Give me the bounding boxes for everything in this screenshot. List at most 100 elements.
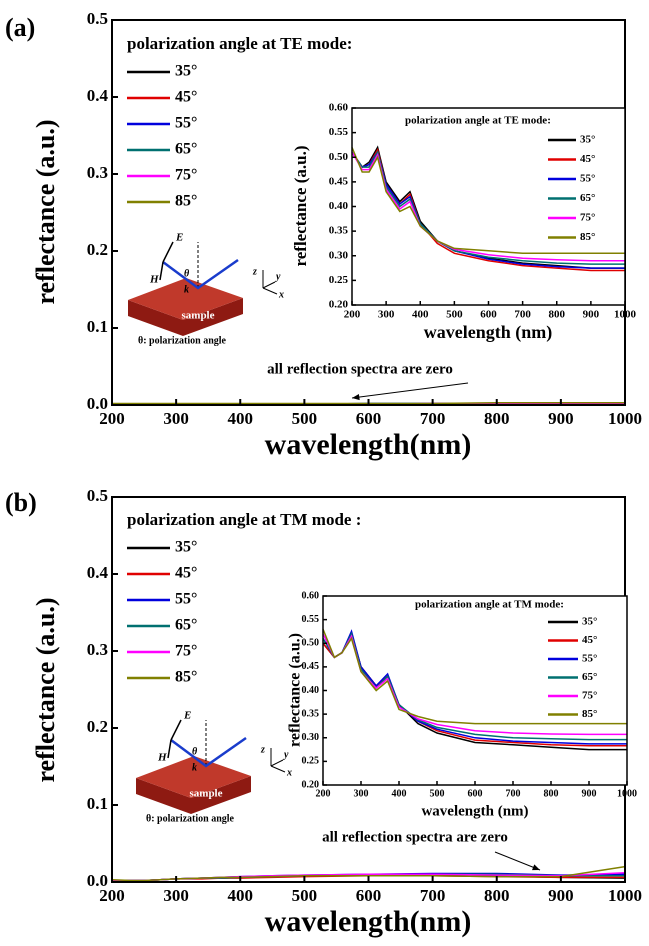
legend-label: 55°: [175, 115, 197, 132]
chart: 200 300 400 500 600 700 800 900 1000 0.20 0.25 0.30…: [291, 102, 637, 344]
legend-label: 35°: [175, 539, 197, 556]
series-line: [322, 628, 627, 725]
y-tick-label: 0.4: [87, 86, 109, 105]
arrow-head: [532, 864, 540, 871]
legend-label: 75°: [580, 212, 595, 224]
y-tick-label: 0.60: [302, 590, 320, 601]
y-tick-label: 0.4: [87, 563, 109, 582]
annotation-arrow: [351, 382, 469, 399]
legend-label: 65°: [582, 671, 597, 683]
x-tick-label: 300: [163, 409, 189, 428]
y-tick-label: 0.55: [329, 126, 349, 138]
legend-label: 65°: [175, 617, 197, 634]
x-tick-label: 300: [354, 788, 369, 799]
inset-background: [323, 596, 627, 785]
x-axis-title: wavelength (nm): [424, 322, 553, 343]
y-tick-label: 0.55: [302, 614, 320, 625]
legend-label: 45°: [580, 153, 595, 165]
wave-vector: [170, 736, 247, 768]
x-tick-label: 400: [392, 788, 407, 799]
schematic-symbol: x: [286, 767, 292, 778]
x-tick-label: 900: [583, 308, 600, 320]
legend-title: polarization angle at TE mode:: [405, 115, 551, 127]
x-tick-label: 800: [549, 308, 566, 320]
x-tick-label: 800: [484, 886, 510, 905]
coordinate-axes: [270, 748, 286, 773]
y-axis-title: reflectance (a.u.): [31, 119, 60, 304]
x-tick-label: 500: [446, 308, 463, 320]
sample-top: [128, 278, 243, 320]
x-tick-label: 1000: [617, 788, 637, 799]
x-tick-label: 500: [292, 409, 318, 428]
y-tick-label: 0.25: [329, 274, 349, 286]
legend-label: 35°: [175, 63, 197, 80]
y-tick-label: 0.50: [329, 151, 349, 163]
sample-side: [128, 298, 243, 336]
schematic-symbol: k: [184, 284, 189, 295]
schematic-symbol: H: [157, 752, 167, 764]
y-tick-label: 0.5: [87, 9, 108, 28]
x-tick-label: 800: [484, 409, 510, 428]
y-tick-label: 0.3: [87, 640, 108, 659]
y-tick-label: 0.30: [329, 249, 349, 261]
x-axis-title: wavelength(nm): [265, 428, 472, 461]
y-axis-title: reflectance (a.u.): [291, 146, 310, 267]
legend-title: polarization angle at TM mode:: [415, 599, 564, 611]
x-tick-label: 700: [514, 308, 531, 320]
sample-top: [136, 756, 251, 798]
x-tick-label: 400: [228, 409, 254, 428]
legend-label: 75°: [175, 167, 197, 184]
y-tick-label: 0.40: [329, 200, 349, 212]
y-tick-label: 0.0: [87, 871, 108, 890]
legend-label: 55°: [175, 591, 197, 608]
y-tick-label: 0.0: [87, 394, 108, 413]
sample-label: sample: [190, 788, 223, 800]
annotation: all reflection spectra are zero: [267, 361, 453, 377]
legend-label: 35°: [582, 616, 597, 628]
y-tick-label: 0.2: [87, 717, 108, 736]
schematic-symbol: H: [149, 274, 159, 286]
y-tick-label: 0.60: [329, 102, 349, 114]
chart: 200 300 400 500 600 700 800 900 1000 0.0 0.1 0.2 0.3…: [5, 486, 642, 938]
legend-title: polarization angle at TM mode :: [127, 510, 361, 529]
schematic-symbol: E: [183, 710, 191, 722]
schematic-caption: θ: polarization angle: [138, 335, 227, 346]
schematic-symbol: y: [283, 749, 289, 760]
y-tick-label: 0.35: [302, 708, 320, 719]
field-vectors: [167, 719, 182, 759]
y-tick-label: 0.50: [302, 638, 320, 649]
x-tick-label: 700: [420, 409, 446, 428]
legend-label: 45°: [582, 634, 597, 646]
y-tick-label: 0.30: [302, 732, 320, 743]
coordinate-axes: [262, 270, 278, 295]
legend-label: 85°: [580, 231, 595, 243]
y-tick-label: 0.45: [302, 661, 320, 672]
x-axis-title: wavelength(nm): [265, 905, 472, 938]
schematic-symbol: θ: [184, 268, 190, 279]
legend-label: 35°: [580, 134, 595, 146]
legend-label: 75°: [175, 643, 197, 660]
x-tick-label: 900: [548, 409, 574, 428]
x-tick-label: 200: [99, 409, 125, 428]
y-tick-label: 0.1: [87, 794, 108, 813]
schematic-symbol: k: [192, 762, 197, 773]
x-tick-label: 700: [420, 886, 446, 905]
x-axis-title: wavelength (nm): [421, 803, 528, 819]
y-tick-label: 0.5: [87, 486, 108, 505]
schematic-symbol: x: [278, 289, 284, 300]
legend-label: 45°: [175, 89, 197, 106]
legend-label: 55°: [580, 173, 595, 185]
sample-side: [136, 776, 251, 814]
schematic-symbol: E: [175, 232, 183, 244]
y-tick-label: 0.35: [329, 225, 349, 237]
y-tick-label: 0.1: [87, 317, 108, 336]
x-tick-label: 200: [99, 886, 125, 905]
x-tick-label: 1000: [614, 308, 637, 320]
x-tick-label: 500: [292, 886, 318, 905]
legend-title: polarization angle at TE mode:: [127, 34, 352, 53]
x-tick-label: 500: [430, 788, 445, 799]
chart: 200 300 400 500 600 700 800 900 1000 0.20 0.25 0.30…: [287, 590, 637, 819]
x-tick-label: 200: [316, 788, 331, 799]
x-tick-label: 900: [582, 788, 597, 799]
